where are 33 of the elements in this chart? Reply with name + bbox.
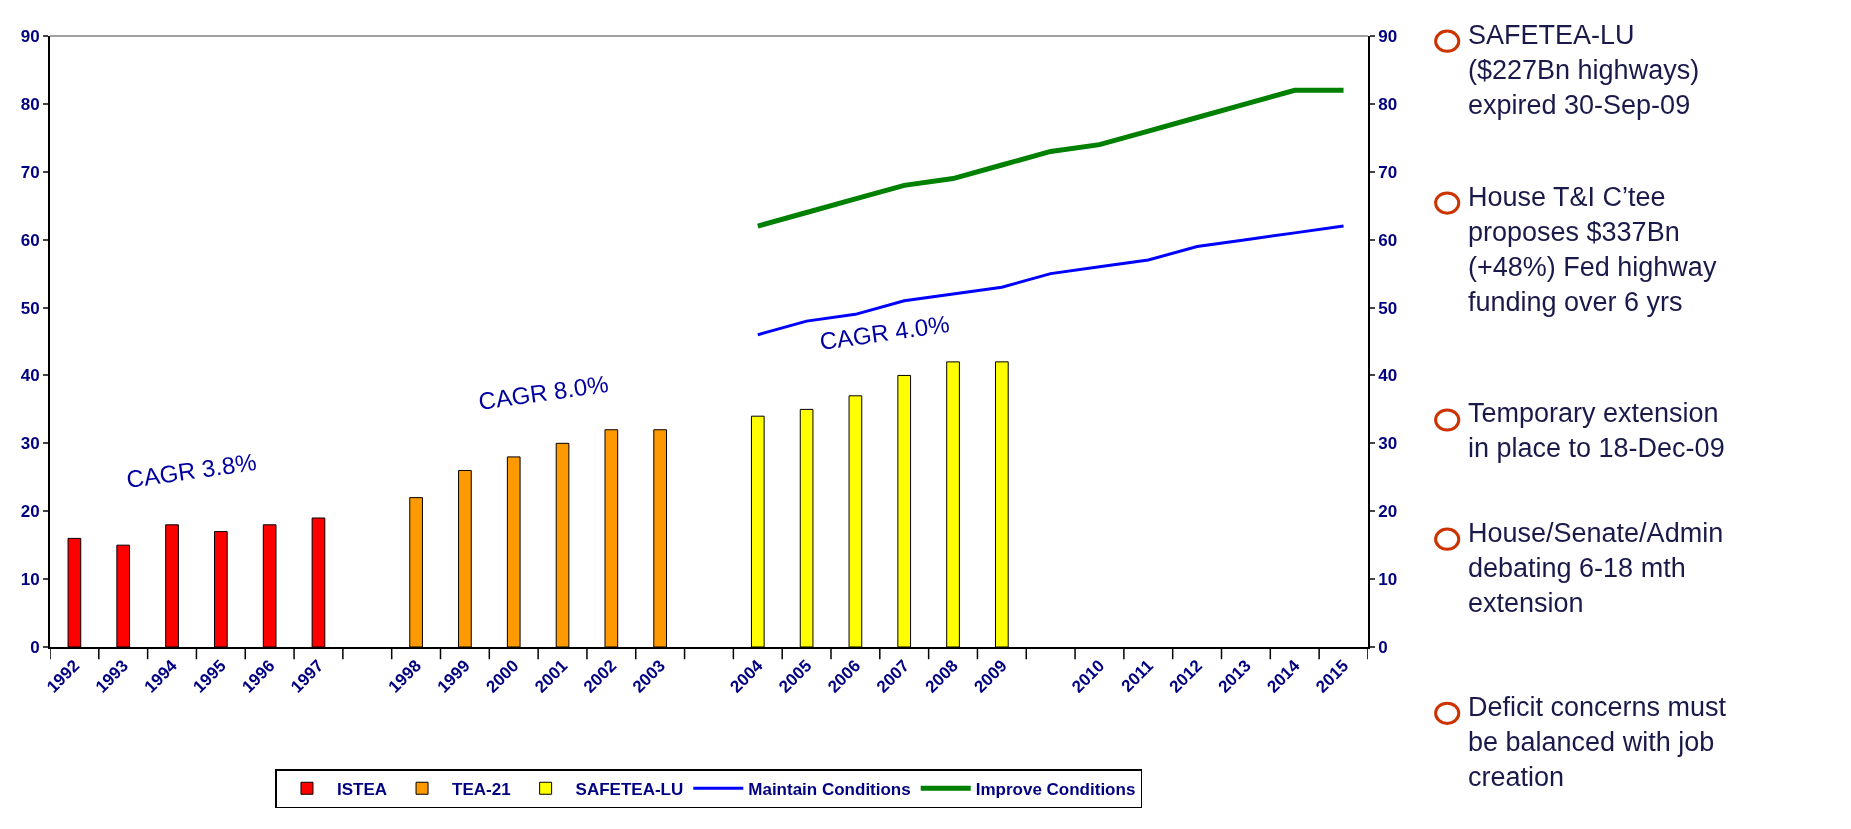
y2-tick-label: 40 bbox=[1378, 366, 1398, 386]
annotation: CAGR 8.0% bbox=[476, 369, 610, 415]
text: Temporary extension in place to 18-Dec-09 bbox=[1468, 398, 1725, 464]
y2-tick-label: 90 bbox=[1378, 26, 1398, 46]
annotation: CAGR 3.8% bbox=[124, 448, 258, 493]
y2-tick-label: 30 bbox=[1378, 434, 1398, 454]
y2-tick-label: 60 bbox=[1378, 230, 1398, 250]
y-tick-label: 20 bbox=[20, 502, 40, 522]
legend-label: TEA-21 bbox=[452, 779, 511, 799]
y-tick-label: 30 bbox=[20, 434, 40, 454]
y2-tick-label: 70 bbox=[1378, 162, 1398, 182]
y-tick-label: 50 bbox=[20, 298, 40, 318]
y-tick-label: 70 bbox=[20, 162, 40, 182]
y-tick-label: 80 bbox=[20, 94, 40, 114]
legend-label: ISTEA bbox=[336, 779, 388, 799]
y2-tick-label: 50 bbox=[1378, 298, 1398, 318]
y2-tick-label: 20 bbox=[1378, 502, 1398, 522]
legend-label: SAFETEA-LU bbox=[575, 779, 684, 799]
y-tick-label: 90 bbox=[20, 26, 40, 46]
text: House T&I C’tee proposes $337Bn (+48%) Fed highway funding over 6 yrs bbox=[1468, 182, 1717, 318]
y-tick-label: 60 bbox=[20, 230, 40, 250]
legend-label: Maintain Conditions bbox=[748, 779, 911, 799]
annotation: CAGR 4.0% bbox=[817, 310, 952, 356]
y-tick-label: 40 bbox=[20, 366, 40, 386]
y-tick-label: 10 bbox=[20, 570, 40, 590]
y-tick-label: 0 bbox=[30, 637, 40, 657]
text: SAFETEA-LU ($227Bn highways) expired 30-Sep-09 bbox=[1468, 20, 1700, 121]
y2-tick-label: 80 bbox=[1378, 94, 1398, 114]
text: House/Senate/Admin debating 6-18 mth extension bbox=[1468, 518, 1724, 619]
y2-tick-label: 0 bbox=[1378, 637, 1388, 657]
legend-label: Improve Conditions bbox=[975, 779, 1136, 799]
text: Deficit concerns must be balanced with job creation bbox=[1468, 692, 1727, 793]
y2-tick-label: 10 bbox=[1378, 570, 1398, 590]
